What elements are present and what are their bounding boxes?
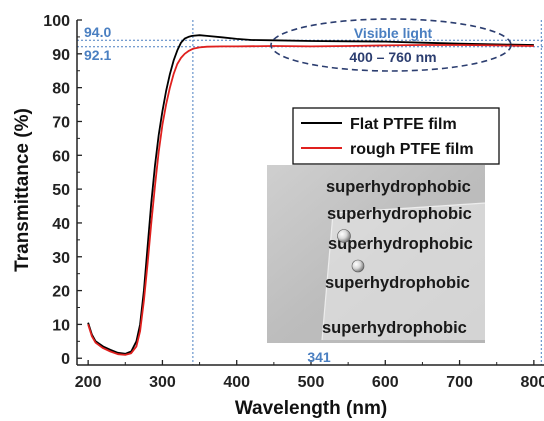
cutoff-wavelength-label: 341 bbox=[307, 349, 331, 365]
axes: 0 10 20 30 40 50 60 70 80 90 100 200 300 400 500 600 700… bbox=[43, 13, 544, 391]
y-tick-label: 70 bbox=[52, 114, 70, 131]
water-droplet-2 bbox=[351, 259, 365, 273]
y-tick-label: 50 bbox=[52, 182, 70, 199]
y-tick-label: 0 bbox=[61, 351, 70, 368]
visible-light-range: 400 – 760 nm bbox=[349, 49, 436, 65]
series-line-rough-ptfe bbox=[87, 44, 534, 356]
x-axis-title: Wavelength (nm) bbox=[235, 398, 387, 419]
water-droplet-1 bbox=[337, 229, 351, 243]
inset-word-1: superhydrophobic bbox=[326, 178, 471, 196]
legend-box bbox=[292, 107, 500, 165]
film-edge bbox=[321, 202, 486, 341]
y-tick-label: 60 bbox=[52, 148, 70, 165]
flat-peak-value-label: 94.0 bbox=[84, 24, 111, 40]
x-tick-label: 700 bbox=[446, 374, 473, 391]
x-tick-label: 500 bbox=[298, 374, 325, 391]
legend: Flat PTFE film rough PTFE film bbox=[292, 107, 500, 165]
x-tick-label: 200 bbox=[75, 374, 102, 391]
x-tick-label: 800 bbox=[521, 374, 544, 391]
visible-light-label: Visible light bbox=[354, 25, 433, 41]
y-tick-label: 20 bbox=[52, 284, 70, 301]
legend-label-rough: rough PTFE film bbox=[350, 141, 474, 158]
legend-label-flat: Flat PTFE film bbox=[350, 116, 457, 133]
rough-peak-value-label: 92.1 bbox=[84, 47, 111, 63]
y-tick-label: 100 bbox=[43, 13, 70, 30]
inset-word-3: superhydrophobic bbox=[328, 235, 473, 253]
series-line-flat-ptfe bbox=[87, 34, 534, 355]
y-tick-label: 90 bbox=[52, 47, 70, 64]
y-tick-label: 40 bbox=[52, 216, 70, 233]
y-tick-label: 80 bbox=[52, 81, 70, 98]
inset-word-2: superhydrophobic bbox=[327, 205, 472, 223]
x-tick-label: 400 bbox=[223, 374, 250, 391]
visible-light-ellipse bbox=[270, 18, 512, 72]
series-layer bbox=[87, 34, 534, 356]
y-tick-label: 10 bbox=[52, 317, 70, 334]
inset-word-5: superhydrophobic bbox=[322, 319, 467, 337]
x-tick-label: 300 bbox=[149, 374, 176, 391]
transparent-film-sheet bbox=[322, 203, 485, 340]
inset-word-4: superhydrophobic bbox=[325, 274, 470, 292]
x-tick-label: 600 bbox=[372, 374, 399, 391]
inset-photo: superhydrophobic superhydrophobic superh… bbox=[267, 165, 486, 343]
y-axis-title: Transmittance (%) bbox=[12, 108, 33, 272]
y-tick-label: 30 bbox=[52, 250, 70, 267]
